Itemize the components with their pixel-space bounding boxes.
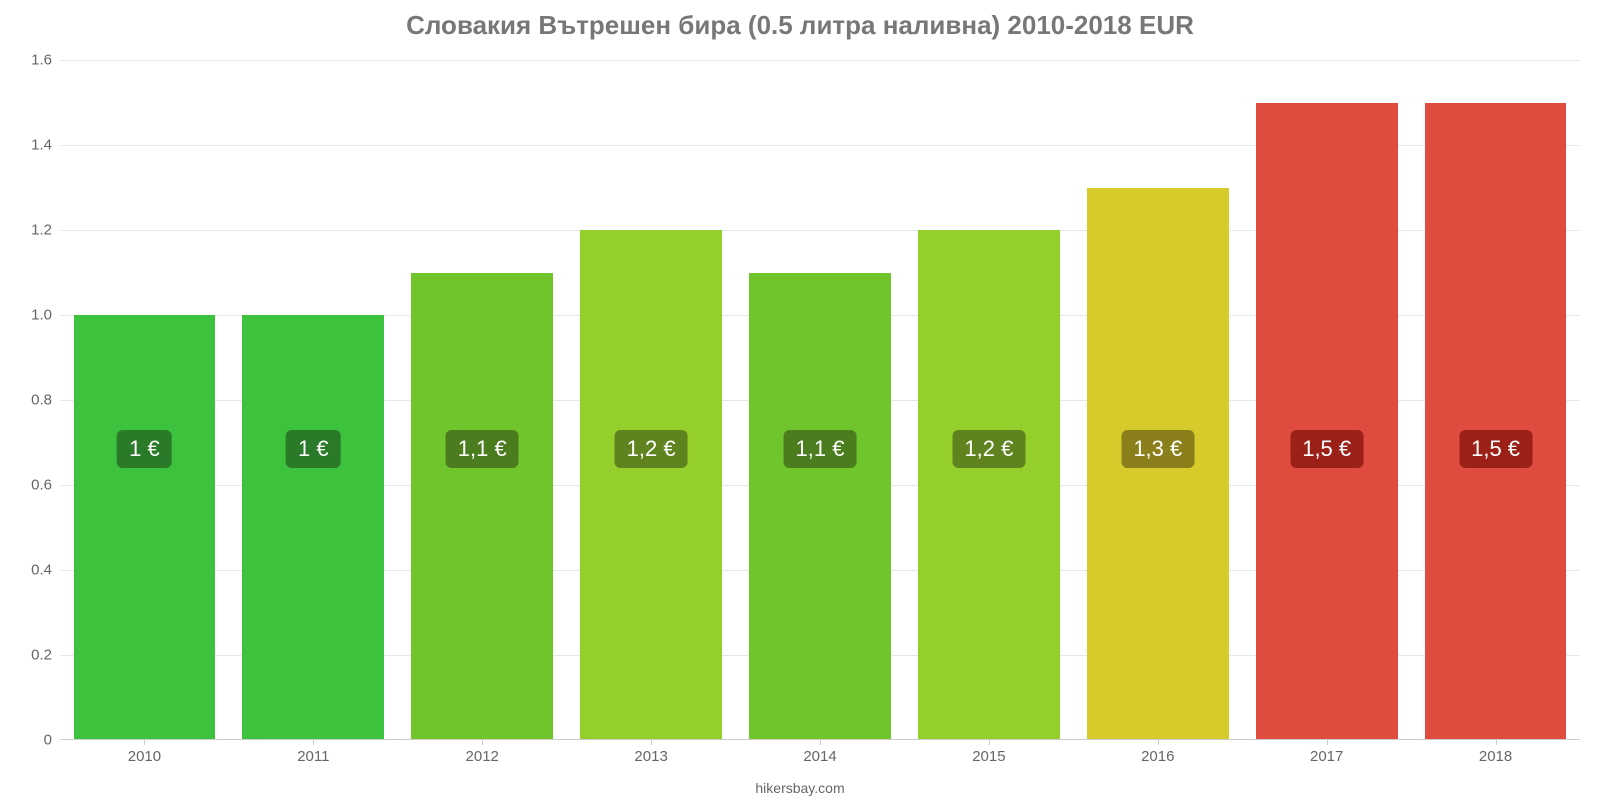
bar-slot: 1,3 €2016 (1073, 60, 1242, 740)
bar-value-badge: 1,5 € (1459, 430, 1532, 468)
y-tick-label: 0.4 (2, 562, 52, 579)
bar (918, 230, 1060, 740)
bar-value-badge: 1,1 € (784, 430, 857, 468)
x-tick-label: 2016 (1073, 748, 1242, 765)
y-tick-label: 1.2 (2, 222, 52, 239)
bar-value-badge: 1,3 € (1121, 430, 1194, 468)
x-tick-mark (1327, 740, 1328, 745)
bar-slot: 1,1 €2012 (398, 60, 567, 740)
x-tick-mark (1158, 740, 1159, 745)
bar (242, 315, 384, 740)
x-tick-label: 2018 (1411, 748, 1580, 765)
bar-value-badge: 1 € (117, 430, 172, 468)
x-tick-mark (482, 740, 483, 745)
bar (580, 230, 722, 740)
x-tick-mark (989, 740, 990, 745)
bar-value-badge: 1,5 € (1290, 430, 1363, 468)
chart-title: Словакия Вътрешен бира (0.5 литра наливн… (0, 10, 1600, 41)
x-tick-label: 2017 (1242, 748, 1411, 765)
y-tick-label: 0 (2, 732, 52, 749)
bar (749, 273, 891, 741)
y-tick-label: 1.0 (2, 307, 52, 324)
bar-slot: 1,1 €2014 (736, 60, 905, 740)
y-tick-label: 1.4 (2, 137, 52, 154)
credit-text: hikersbay.com (0, 780, 1600, 796)
bar-value-badge: 1,2 € (952, 430, 1025, 468)
x-tick-mark (820, 740, 821, 745)
bar (74, 315, 216, 740)
x-tick-label: 2012 (398, 748, 567, 765)
bar-value-badge: 1,1 € (446, 430, 519, 468)
bar-slot: 1,5 €2017 (1242, 60, 1411, 740)
x-tick-label: 2015 (904, 748, 1073, 765)
x-tick-mark (313, 740, 314, 745)
x-axis-line (60, 739, 1580, 740)
bar-slot: 1 €2010 (60, 60, 229, 740)
x-tick-label: 2014 (736, 748, 905, 765)
bar-chart: Словакия Вътрешен бира (0.5 литра наливн… (0, 0, 1600, 800)
bar (1256, 103, 1398, 741)
bar (1425, 103, 1567, 741)
bar-value-badge: 1,2 € (615, 430, 688, 468)
bar-slot: 1,2 €2013 (567, 60, 736, 740)
bar-slot: 1,2 €2015 (904, 60, 1073, 740)
x-tick-label: 2013 (567, 748, 736, 765)
x-tick-mark (651, 740, 652, 745)
x-tick-mark (1496, 740, 1497, 745)
x-tick-label: 2011 (229, 748, 398, 765)
bar-slot: 1 €2011 (229, 60, 398, 740)
bar (411, 273, 553, 741)
bar-value-badge: 1 € (286, 430, 341, 468)
x-tick-mark (144, 740, 145, 745)
bars-row: 1 €20101 €20111,1 €20121,2 €20131,1 €201… (60, 60, 1580, 740)
y-tick-label: 1.6 (2, 52, 52, 69)
y-tick-label: 0.6 (2, 477, 52, 494)
bar-slot: 1,5 €2018 (1411, 60, 1580, 740)
x-tick-label: 2010 (60, 748, 229, 765)
y-tick-label: 0.8 (2, 392, 52, 409)
y-tick-label: 0.2 (2, 647, 52, 664)
plot-area: 1 €20101 €20111,1 €20121,2 €20131,1 €201… (60, 60, 1580, 740)
